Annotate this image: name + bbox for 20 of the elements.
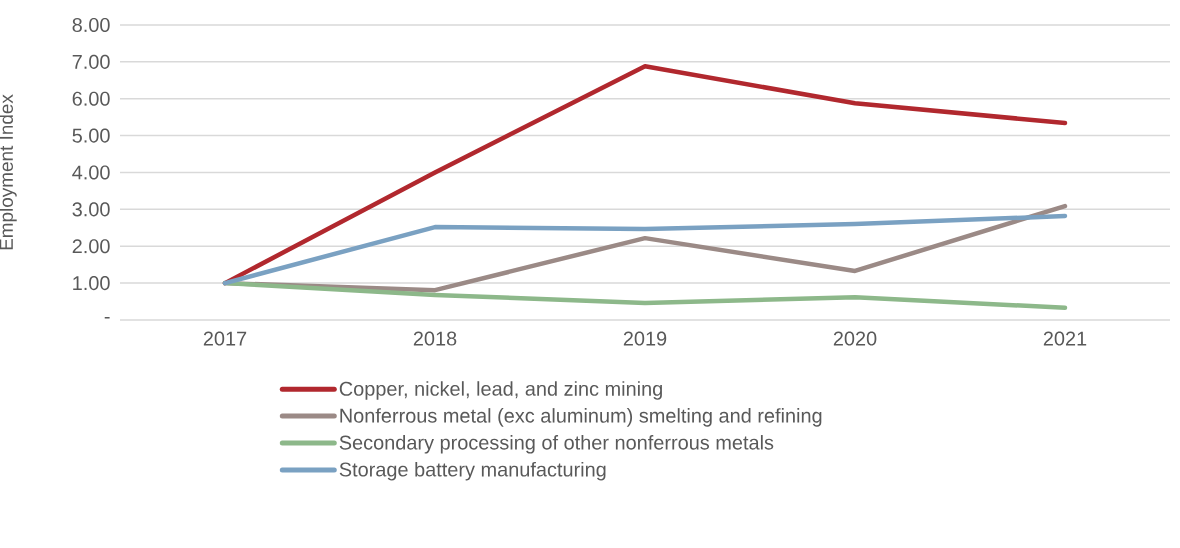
y-tick-label: 2.00 [72, 239, 110, 254]
y-tick-label: 8.00 [72, 17, 110, 33]
legend-label: Secondary processing of other nonferrous metals [339, 435, 774, 454]
legend-label: Storage battery manufacturing [339, 461, 606, 481]
y-tick-label: 3.00 [72, 202, 110, 217]
line-series [222, 213, 1068, 286]
y-tick-label: 6.00 [72, 91, 110, 106]
y-tick-label: - [104, 316, 110, 319]
y-axis-title: Employment Index [0, 94, 17, 250]
x-tick-label: 2017 [203, 331, 247, 346]
y-tick-label: 7.00 [72, 54, 110, 69]
legend-label: Nonferrous metal (exc aluminum) smelting and refining [340, 408, 822, 427]
legend-label: Copper, nickel, lead, and zinc mining [339, 381, 662, 400]
x-tick-label: 2021 [1043, 331, 1087, 346]
y-tick-label: 5.00 [72, 128, 110, 143]
x-tick-label: 2019 [623, 331, 667, 346]
x-tick-label: 2018 [413, 331, 457, 346]
x-tick-label: 2020 [833, 331, 877, 346]
y-tick-label: 1.00 [73, 276, 110, 291]
y-tick-label: 4.00 [72, 165, 110, 180]
